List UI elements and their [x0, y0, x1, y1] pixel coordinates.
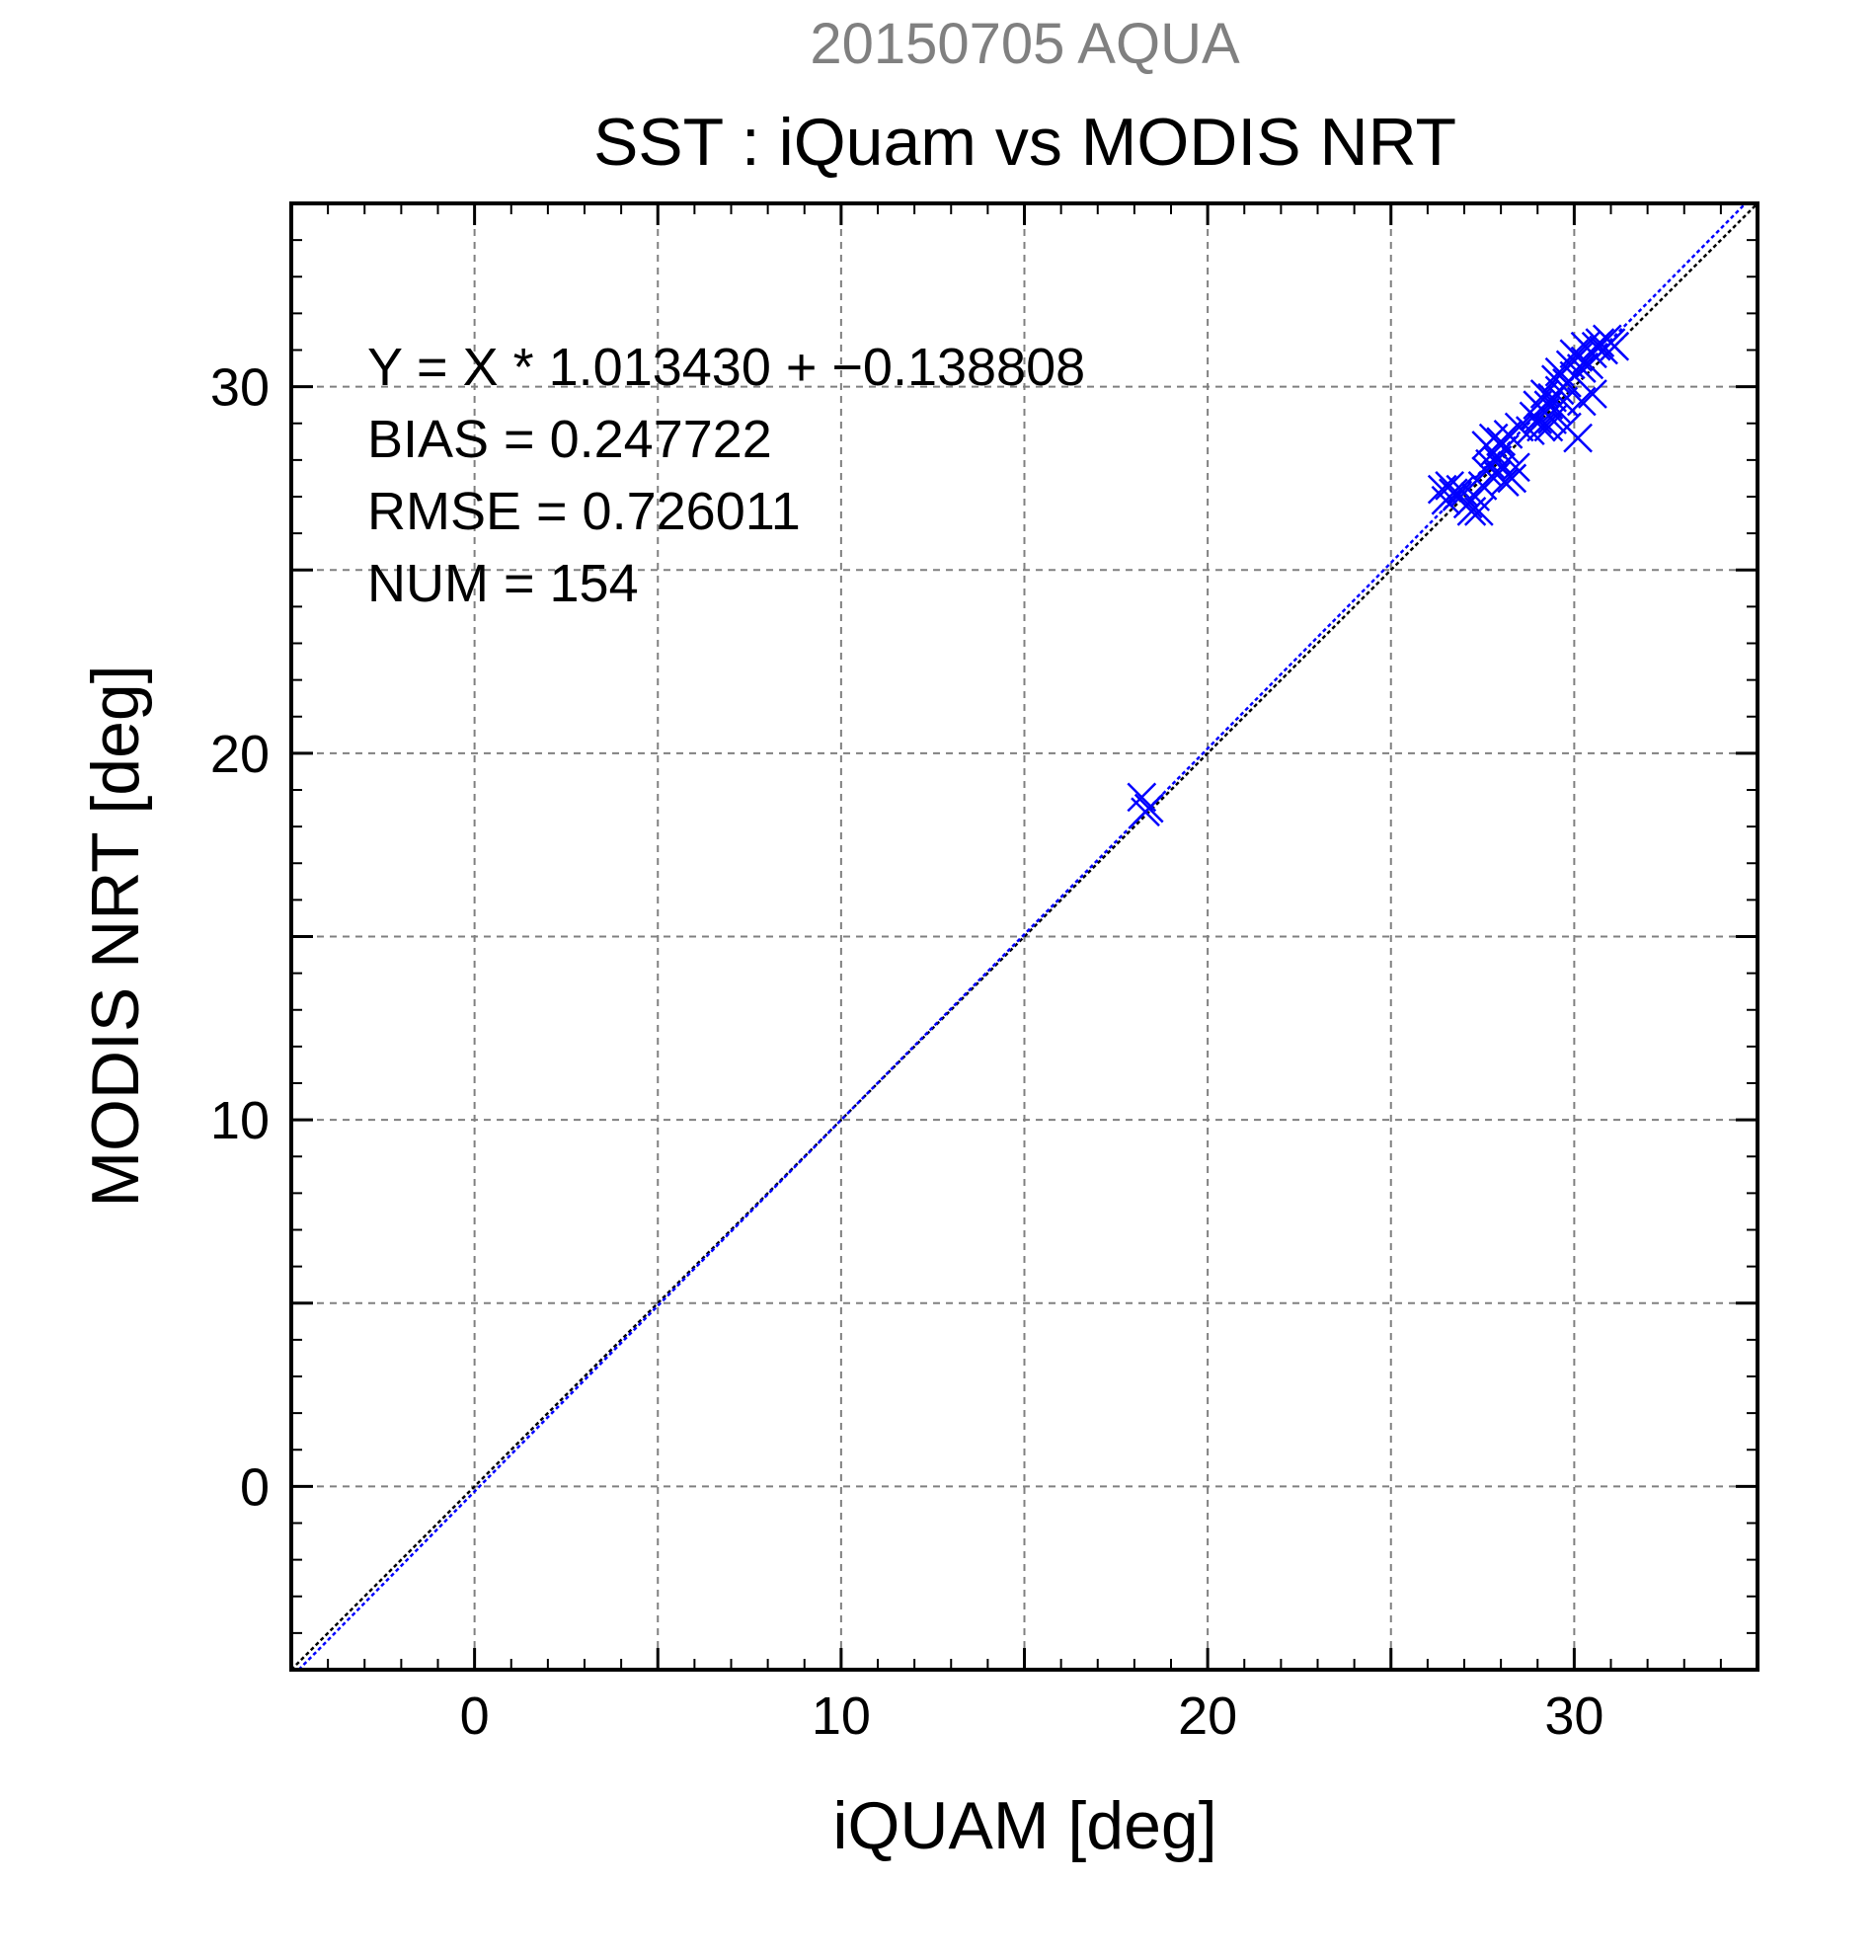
stat-line: BIAS = 0.247722 [367, 410, 772, 469]
y-tick-label: 10 [210, 1091, 270, 1150]
y-tick-label: 20 [210, 725, 270, 784]
data-points [1127, 324, 1630, 827]
data-point [1523, 390, 1553, 421]
x-tick-label: 20 [1178, 1686, 1237, 1746]
chart-supertitle: 20150705 AQUA [810, 12, 1240, 76]
grid-lines [291, 203, 1758, 1670]
chart-title: SST : iQuam vs MODIS NRT [593, 105, 1456, 180]
data-point [1566, 386, 1597, 417]
statistics-annotation: Y = X * 1.013430 + −0.138808 BIAS = 0.247… [367, 338, 1085, 613]
data-point [1570, 331, 1601, 361]
data-point [1600, 331, 1630, 361]
y-axis-label: MODIS NRT [deg] [78, 665, 153, 1207]
y-tick-label: 30 [210, 358, 270, 418]
data-point [1482, 459, 1513, 490]
tick-labels: 0 10 20 30 0 10 20 30 [210, 358, 1603, 1746]
stat-line: NUM = 154 [367, 554, 639, 613]
x-tick-label: 30 [1544, 1686, 1603, 1746]
x-tick-label: 0 [460, 1686, 490, 1746]
data-point [1133, 793, 1164, 823]
identity-line [290, 202, 1759, 1671]
plot-frame [289, 201, 1759, 1672]
stat-line: RMSE = 0.726011 [367, 482, 801, 541]
data-point [1563, 423, 1593, 453]
x-tick-label: 10 [812, 1686, 871, 1746]
data-point [1519, 401, 1549, 431]
data-point [1504, 412, 1534, 442]
stat-line: Y = X * 1.013430 + −0.138808 [367, 338, 1085, 397]
data-point [1501, 452, 1530, 483]
y-tick-label: 0 [240, 1457, 270, 1517]
x-axis-label: iQUAM [deg] [832, 1788, 1216, 1863]
